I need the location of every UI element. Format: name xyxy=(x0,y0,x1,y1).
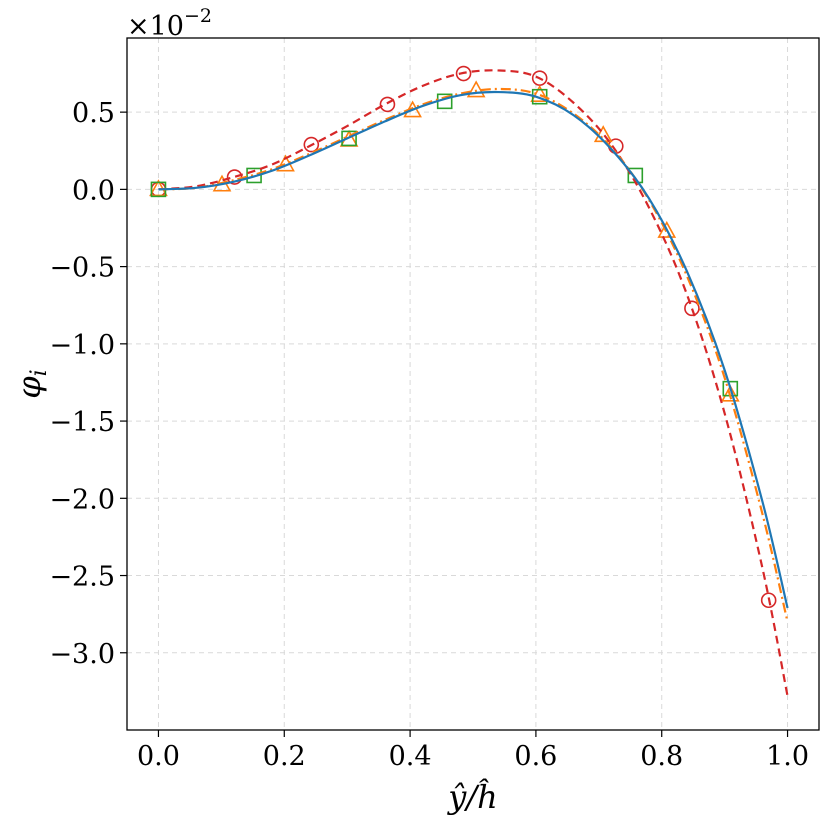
exponent-power: −2 xyxy=(184,5,212,27)
series-0-marker xyxy=(760,592,777,609)
series-3-line xyxy=(158,90,789,609)
plot-frame xyxy=(126,37,820,731)
series-1-line xyxy=(158,87,789,623)
y-tick-label: −3.0 xyxy=(49,639,115,670)
series-0-marker xyxy=(455,65,472,82)
ticks xyxy=(120,111,789,737)
y-tick-label: −0.5 xyxy=(49,253,115,284)
y-axis-label-sub: i xyxy=(27,369,52,376)
x-tick-label: 0.4 xyxy=(389,741,432,772)
y-tick-label: −2.5 xyxy=(49,562,115,593)
y-tick-label: 0.0 xyxy=(72,175,115,206)
x-tick-label: 0.0 xyxy=(137,741,180,772)
y-tick-label: −1.5 xyxy=(49,407,115,438)
series-1-marker xyxy=(720,384,740,402)
series-layer xyxy=(149,65,789,697)
series-0-marker xyxy=(303,136,320,153)
series-1-marker xyxy=(657,220,677,238)
series-0-marker xyxy=(226,169,243,185)
series-0-marker xyxy=(379,96,396,113)
exponent-label: ×10−2 xyxy=(127,5,212,42)
y-tick-label: −2.0 xyxy=(49,484,115,515)
x-tick-label: 1.0 xyxy=(766,741,809,772)
exponent-base: ×10 xyxy=(127,11,184,42)
y-axis-label-main: φ xyxy=(10,376,48,399)
series-0-line xyxy=(158,69,789,697)
x-tick-label: 0.8 xyxy=(640,741,683,772)
x-axis-label: ŷ/ĥ xyxy=(446,778,497,816)
y-axis-label: φi xyxy=(10,369,52,398)
series-1-marker xyxy=(466,80,486,98)
series-0-marker xyxy=(684,300,700,317)
labels: 0.0 0.2 0.4 0.6 0.8 1.0 0.5 0.0 −0.5 −1.0 −1.5 −2.0… xyxy=(49,98,809,772)
grid xyxy=(127,38,819,730)
x-tick-label: 0.6 xyxy=(514,741,557,772)
series-2-marker xyxy=(341,130,357,147)
y-tick-label: 0.5 xyxy=(72,98,115,129)
y-tick-label: −1.0 xyxy=(49,330,115,361)
x-tick-label: 0.2 xyxy=(263,741,306,772)
